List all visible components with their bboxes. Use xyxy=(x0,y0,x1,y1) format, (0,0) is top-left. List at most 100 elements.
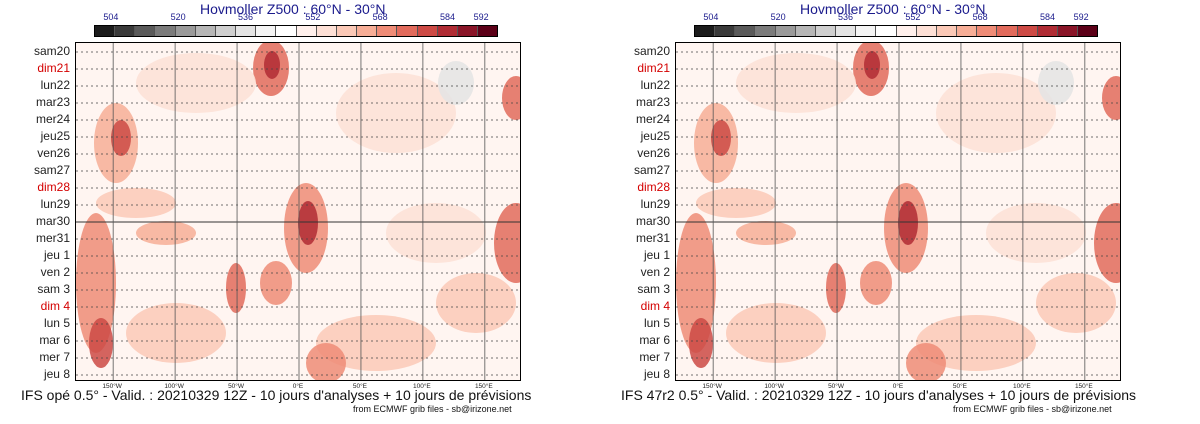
colorbar-swatch xyxy=(276,26,297,36)
colorbar-swatch xyxy=(695,26,716,36)
z500-anomaly-contour xyxy=(494,203,520,283)
day-label: sam20 xyxy=(633,44,670,58)
z500-anomaly-contour xyxy=(1102,76,1120,120)
z500-anomaly-contour xyxy=(264,51,280,79)
z500-anomaly-contour xyxy=(936,73,1056,153)
colorbar-swatch xyxy=(815,26,837,36)
colorbar-swatch xyxy=(195,26,216,36)
z500-anomaly-contour xyxy=(126,303,226,363)
colorbar-tick-label: 536 xyxy=(237,12,254,22)
colorbar-swatch xyxy=(296,26,317,36)
longitude-tick-label: 150°W xyxy=(702,383,722,390)
colorbar-swatch xyxy=(95,26,116,36)
colorbar-swatch xyxy=(715,26,736,36)
z500-anomaly-contour xyxy=(336,73,456,153)
day-label: mer31 xyxy=(35,231,70,245)
colorbar-swatch xyxy=(957,26,978,36)
colorbar-swatch xyxy=(1017,26,1038,36)
chart-footer: IFS opé 0.5° - Valid. : 20210329 12Z - 1… xyxy=(21,387,532,403)
z500-anomaly-contour xyxy=(726,303,826,363)
day-label: lun29 xyxy=(640,197,670,211)
day-label: dim 4 xyxy=(640,299,670,313)
chart-footer: IFS 47r2 0.5° - Valid. : 20210329 12Z - … xyxy=(621,387,1137,403)
day-label: mer 7 xyxy=(639,350,670,364)
colorbar-swatch xyxy=(397,26,418,36)
colorbar-swatch xyxy=(775,26,796,36)
z500-anomaly-contour xyxy=(438,61,474,105)
chart-title: Hovmoller Z500 : 60°N - 30°N xyxy=(800,1,986,17)
z500-anomaly-contour xyxy=(1094,203,1120,283)
colorbar-swatch xyxy=(896,26,917,36)
longitude-tick-label: 100°E xyxy=(412,383,431,390)
chart-title: Hovmoller Z500 : 60°N - 30°N xyxy=(200,1,386,17)
longitude-tick-label: 100°W xyxy=(164,383,184,390)
day-label: lun 5 xyxy=(43,316,70,330)
z500-anomaly-contour xyxy=(89,318,113,368)
hovmoller-heatmap xyxy=(76,43,520,380)
z500-anomaly-contour xyxy=(906,343,946,380)
day-label: mer24 xyxy=(635,112,670,126)
colorbar-tick-label: 520 xyxy=(770,12,786,22)
z500-anomaly-contour xyxy=(864,51,880,79)
colorbar-swatch xyxy=(236,26,257,36)
z500-anomaly-contour xyxy=(696,188,776,218)
colorbar-tick-label: 504 xyxy=(103,12,119,22)
longitude-tick-label: 150°W xyxy=(102,383,122,390)
colorbar-swatch xyxy=(135,26,156,36)
day-label: dim21 xyxy=(637,61,670,75)
day-label: lun29 xyxy=(40,197,70,211)
day-label: ven 2 xyxy=(640,265,670,279)
colorbar-swatch xyxy=(1037,26,1058,36)
longitude-tick-label: 150°E xyxy=(474,383,493,390)
day-label: jeu 1 xyxy=(643,248,670,262)
z500-anomaly-contour xyxy=(76,213,116,353)
day-label: ven 2 xyxy=(40,265,70,279)
colorbar-tick-label: 552 xyxy=(905,12,921,22)
colorbar-swatch xyxy=(477,26,498,36)
day-label: sam20 xyxy=(33,44,70,58)
longitude-tick-label: 50°E xyxy=(352,383,368,390)
colorbar-tick-label: 552 xyxy=(305,12,321,22)
hovmoller-panel-ifs47r2: Hovmoller Z500 : 60°N - 30°N 504 520 536 55… xyxy=(600,0,1200,424)
z500-anomaly-contour xyxy=(316,315,436,371)
day-label: mar30 xyxy=(35,214,70,228)
z500-anomaly-contour xyxy=(436,273,516,333)
colorbar-swatch xyxy=(755,26,776,36)
day-label: jeu25 xyxy=(640,129,670,143)
longitude-tick-label: 150°E xyxy=(1074,383,1093,390)
z500-anomaly-contour xyxy=(736,221,796,245)
z500-anomaly-contour xyxy=(986,203,1086,263)
colorbar-tick-label: 568 xyxy=(972,12,988,22)
plot-area xyxy=(75,42,521,381)
day-label: ven26 xyxy=(37,146,70,160)
colorbar-swatch xyxy=(977,26,998,36)
colorbar-swatch xyxy=(155,26,176,36)
day-label: dim28 xyxy=(637,180,670,194)
z500-anomaly-contour xyxy=(689,318,713,368)
hovmoller-panel-ops: Hovmoller Z500 : 60°N - 30°N 504 520 536 55… xyxy=(21,1,532,414)
day-label: lun 5 xyxy=(643,316,670,330)
colorbar-swatch xyxy=(175,26,196,36)
colorbar-swatch xyxy=(795,26,816,36)
day-label: sam 3 xyxy=(637,282,670,296)
z500-anomaly-contour xyxy=(916,315,1036,371)
colorbar-swatch xyxy=(437,26,458,36)
colorbar-swatch xyxy=(357,26,378,36)
z500-anomaly-contour xyxy=(298,201,318,245)
colorbar-swatch xyxy=(316,26,337,36)
longitude-tick-label: 100°E xyxy=(1012,383,1031,390)
colorbar-swatch xyxy=(856,26,877,36)
longitude-tick-label: 50°W xyxy=(828,383,845,390)
day-label: dim21 xyxy=(37,61,70,75)
day-label: ven26 xyxy=(637,146,670,160)
colorbar-swatch xyxy=(336,26,358,36)
colorbar-tick-label: 584 xyxy=(439,12,456,22)
day-label: jeu25 xyxy=(40,129,70,143)
colorbar-swatch xyxy=(876,26,897,36)
z500-anomaly-contour xyxy=(826,263,846,313)
day-label: mer31 xyxy=(635,231,670,245)
z500-anomaly-contour xyxy=(260,261,292,305)
z500-anomaly-contour xyxy=(386,203,486,263)
day-label: jeu 8 xyxy=(43,367,70,381)
colorbar-swatch xyxy=(836,26,857,36)
